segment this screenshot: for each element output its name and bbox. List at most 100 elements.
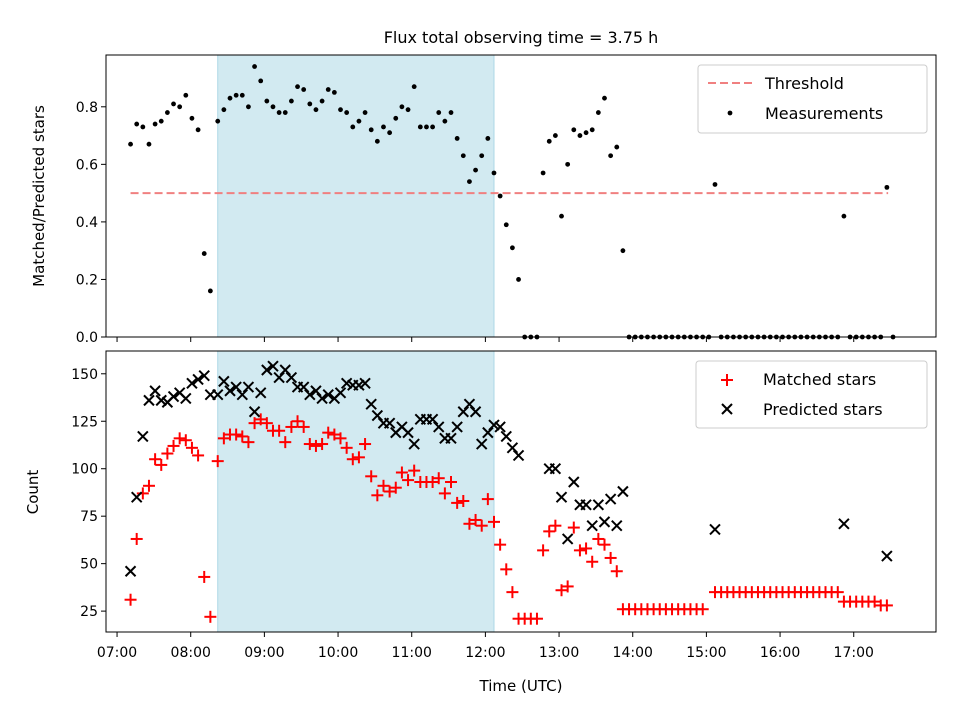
measurement-point [368, 127, 374, 133]
predicted-star-point [494, 421, 506, 433]
measurements-legend-label: Measurements [765, 104, 883, 123]
measurement-point [467, 179, 472, 185]
predicted-star-point [218, 375, 230, 388]
matched-star-point [130, 532, 143, 545]
measurement-point [552, 133, 558, 138]
predicted-star-point [285, 371, 298, 384]
predicted-star-point [482, 426, 494, 439]
predicted-star-point [198, 369, 210, 382]
matched-star-point [346, 453, 359, 466]
measurement-point [430, 124, 435, 130]
predicted-star-point [322, 388, 334, 401]
top-observing-window-span [217, 54, 495, 338]
bottom-x-tick-label: 15:00 [686, 645, 726, 661]
matched-star-point [316, 438, 329, 451]
predicted-legend-swatch [721, 403, 733, 415]
measurement-point [473, 167, 478, 173]
measurement-point [319, 98, 325, 104]
bottom-legend-box [695, 360, 928, 429]
matched-star-point [592, 532, 605, 545]
matched-star-point [506, 586, 519, 599]
matched-star-point [481, 493, 494, 506]
matched-legend-label: Matched stars [763, 370, 876, 389]
measurement-point [540, 170, 546, 176]
top-y-tick-label: 0.4 [76, 215, 98, 231]
measurement-point [252, 64, 257, 69]
predicted-star-point [561, 533, 574, 545]
measurement-point [171, 101, 176, 107]
matched-star-point [426, 476, 439, 489]
matched-star-point [549, 519, 562, 532]
predicted-star-point [192, 373, 204, 386]
top-axes-frame [105, 54, 937, 338]
predicted-star-point [433, 421, 445, 433]
matched-star-point [273, 424, 286, 437]
top-y-tick-label: 0.8 [76, 100, 98, 116]
measurement-point [207, 288, 213, 294]
matched-star-point [242, 436, 255, 449]
measurement-point [307, 101, 313, 107]
measurement-point [589, 127, 595, 133]
predicted-star-point [149, 385, 161, 397]
predicted-star-point [586, 519, 598, 532]
matched-star-point [236, 430, 249, 443]
predicted-star-point [186, 377, 198, 389]
measurement-point [264, 98, 270, 104]
matched-star-point [254, 413, 267, 426]
predicted-star-point [838, 518, 850, 530]
measurement-point [417, 124, 423, 130]
matched-star-point [309, 439, 322, 452]
top-y-tick-label: 0.6 [76, 157, 98, 173]
matched-star-point [868, 595, 881, 608]
top-legend-box [697, 64, 928, 134]
matched-star-point [352, 451, 365, 464]
measurement-point [295, 84, 300, 90]
bottom-x-tick-label: 12:00 [465, 645, 505, 661]
matched-star-point [604, 551, 617, 564]
matched-star-point [438, 487, 451, 500]
measurement-point [399, 104, 405, 110]
matched-star-point [537, 544, 550, 557]
measurement-point [448, 110, 454, 115]
top-panel: 0.00.20.40.60.8 Matched/Predicted stars … [30, 54, 937, 346]
predicted-star-point [359, 377, 371, 389]
predicted-star-point [402, 426, 414, 439]
bottom-observing-window-span [217, 350, 495, 633]
predicted-star-point [555, 491, 568, 503]
predicted-star-point [130, 491, 143, 503]
measurement-point [215, 118, 221, 124]
top-y-axis-label: Matched/Predicted stars [30, 105, 48, 287]
measurement-point [239, 92, 245, 98]
matched-star-point [167, 439, 180, 452]
measurement-point [387, 130, 393, 136]
predicted-star-point [334, 387, 347, 399]
matched-star-point [161, 447, 174, 460]
top-legend: Threshold Measurements [697, 64, 928, 134]
matched-star-point [322, 426, 335, 439]
measurement-point [454, 136, 460, 141]
measurement-point [128, 141, 133, 147]
matched-star-point [173, 432, 186, 445]
measurement-point [614, 144, 620, 150]
measurement-point [158, 118, 164, 124]
measurement-point [195, 127, 201, 133]
measurement-point [344, 110, 350, 115]
measurement-point [270, 104, 276, 110]
matched-star-point [303, 438, 316, 451]
matched-star-point [580, 542, 593, 555]
matched-star-point [142, 479, 155, 492]
measurement-point [221, 107, 227, 113]
measurement-point [282, 110, 288, 115]
predicted-star-point [137, 430, 149, 443]
predicted-star-point [371, 409, 384, 422]
measurement-point [362, 110, 368, 115]
matched-star-point [297, 420, 310, 433]
chart-title: Flux total observing time = 3.75 h [384, 28, 659, 47]
predicted-star-point [506, 442, 519, 454]
predicted-star-point [476, 438, 488, 450]
bottom-x-tick-label: 09:00 [244, 645, 284, 661]
matched-star-point [371, 489, 384, 502]
matched-star-point [260, 417, 273, 430]
bottom-x-tick-label: 08:00 [171, 645, 211, 661]
